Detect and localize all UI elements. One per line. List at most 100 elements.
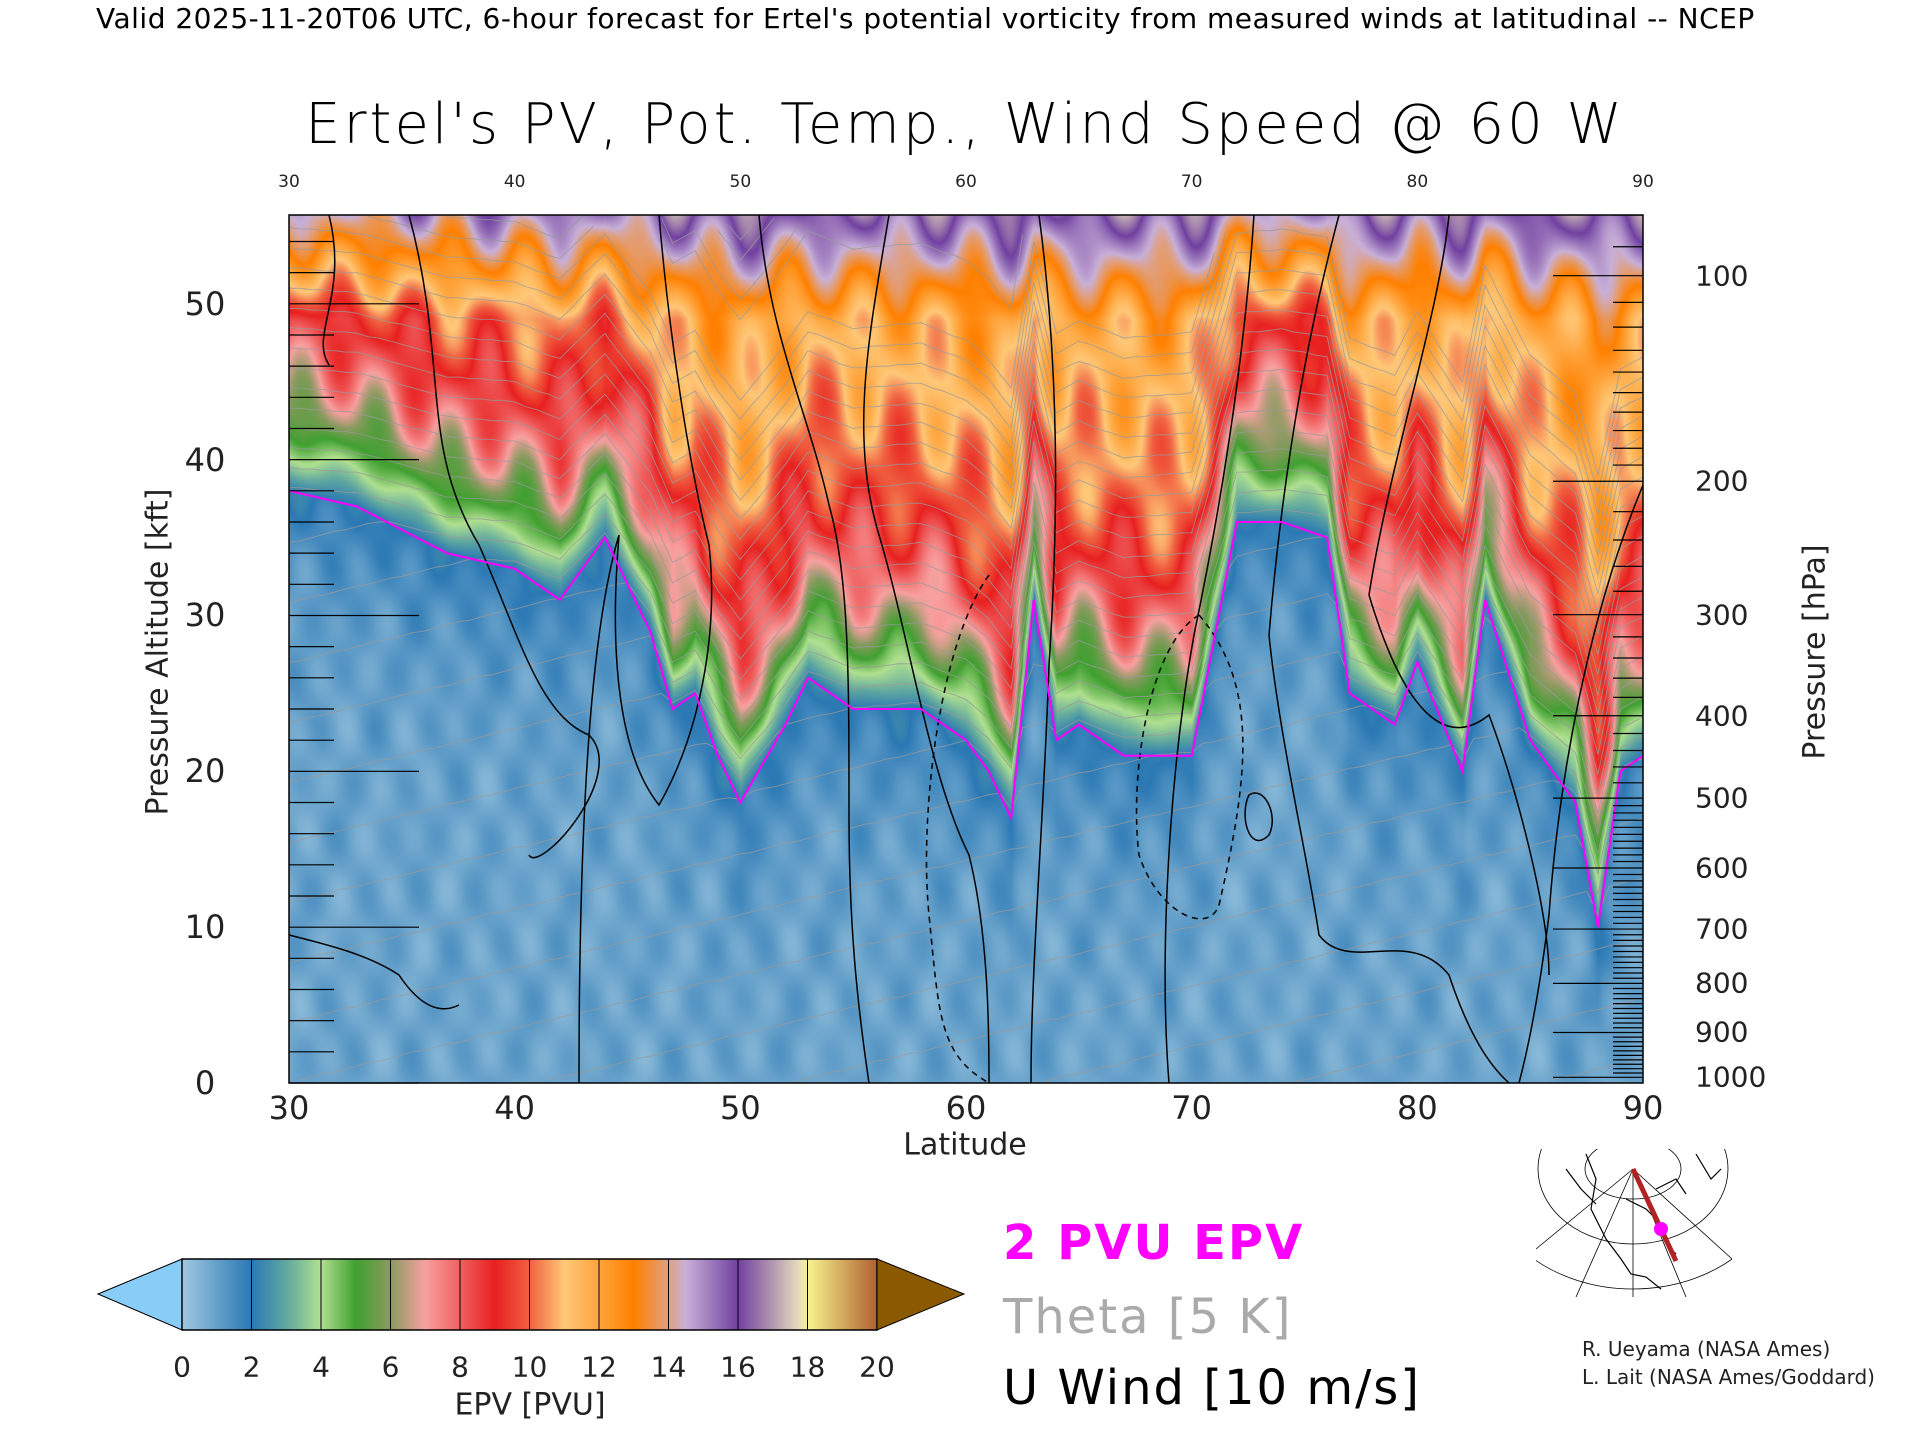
section-line xyxy=(1630,1167,1679,1263)
theta-contour xyxy=(288,289,1644,535)
x-top-tick-label: 40 xyxy=(503,172,526,192)
wind-contour xyxy=(322,214,600,859)
pressure-tick-label: 700 xyxy=(1695,912,1749,946)
location-marker xyxy=(1654,1222,1668,1236)
theta-contour xyxy=(289,228,1644,476)
theta-contour xyxy=(367,216,595,260)
pressure-tick-label: 1000 xyxy=(1695,1060,1767,1094)
wind-contour-negative xyxy=(925,574,990,1084)
colorbar-tick-label: 0 xyxy=(173,1350,191,1384)
credit-line-1: R. Ueyama (NASA Ames) xyxy=(1582,1337,1831,1361)
theta-contour xyxy=(728,225,752,241)
pressure-tick-label: 400 xyxy=(1695,699,1749,733)
theta-contour xyxy=(660,217,798,300)
theta-contour xyxy=(289,248,1644,495)
right-ticks xyxy=(1553,214,1643,1078)
x-top-tick-label: 50 xyxy=(729,172,752,192)
theta-contour xyxy=(288,616,1644,903)
theta-contour xyxy=(289,252,1226,441)
colorbar-tick-label: 10 xyxy=(511,1350,548,1384)
legend-pv2: 2 PVU EPV xyxy=(1003,1215,1305,1271)
theta-contour xyxy=(289,348,1644,594)
theta-contour xyxy=(288,268,1644,515)
theta-contour xyxy=(717,217,775,262)
x-tick-label: 90 xyxy=(1622,1089,1664,1127)
colorbar-over-arrow xyxy=(876,1258,966,1331)
theta-contours xyxy=(288,216,1644,1082)
x-tick-label: 70 xyxy=(1171,1089,1213,1127)
pressure-tick-label: 900 xyxy=(1695,1015,1749,1049)
theta-contour xyxy=(288,671,1644,964)
wind-contour xyxy=(758,214,870,1084)
wind-contour xyxy=(1268,214,1510,1084)
theta-contour xyxy=(288,409,1644,655)
x-top-tick-label: 60 xyxy=(955,172,977,192)
x-top-tick-label: 70 xyxy=(1180,172,1203,192)
colorbar-tick-label: 14 xyxy=(650,1350,687,1384)
left-ticks xyxy=(289,240,419,1084)
theta-contour xyxy=(288,389,1644,635)
wind-contour xyxy=(578,214,713,1084)
x-tick-label: 60 xyxy=(945,1089,987,1127)
contour-overlay xyxy=(288,214,1644,1084)
x-top-tick-label: 30 xyxy=(278,172,300,192)
theta-contour xyxy=(288,727,1644,1023)
theta-contour xyxy=(288,468,1644,714)
colorbar-tick-label: 6 xyxy=(381,1350,400,1384)
theta-contour xyxy=(660,229,1023,321)
x-tick-label: 80 xyxy=(1396,1089,1438,1127)
chart-title: Ertel's PV, Pot. Temp., Wind Speed @ 60 … xyxy=(305,92,1625,157)
colorbar-label: EPV [PVU] xyxy=(454,1387,606,1423)
theta-contour xyxy=(288,233,1226,420)
credit-line-2: L. Lait (NASA Ames/Goddard) xyxy=(1582,1365,1875,1389)
wind-contour xyxy=(1030,214,1057,1084)
theta-contour xyxy=(289,429,1644,675)
plot-area xyxy=(288,214,1644,1084)
colorbar-body xyxy=(181,1258,878,1331)
theta-contour xyxy=(1293,998,1644,1082)
theta-contour xyxy=(288,309,1644,555)
wind-contour xyxy=(1368,214,1550,976)
pv2-contour xyxy=(288,489,1644,928)
theta-contour xyxy=(288,227,1215,402)
theta-contour xyxy=(289,328,1644,576)
theta-contour xyxy=(288,509,1644,755)
pressure-tick-label: 800 xyxy=(1695,966,1749,1000)
theta-contour xyxy=(796,878,1644,1082)
top-caption: Valid 2025-11-20T06 UTC, 6-hour forecast… xyxy=(96,2,1755,35)
theta-contour xyxy=(672,216,685,224)
wind-contour-negative xyxy=(1135,614,1244,920)
colorbar-tick-label: 20 xyxy=(859,1350,895,1384)
theta-contour xyxy=(446,216,583,239)
colorbar-tick-label: 16 xyxy=(720,1350,756,1384)
plot-frame xyxy=(288,214,1644,1084)
y-tick-label: 0 xyxy=(194,1064,216,1102)
y-axis-label: Pressure Altitude [kft] xyxy=(140,488,176,816)
y-tick-label: 50 xyxy=(184,284,226,323)
theta-contour xyxy=(288,582,1644,844)
y-tick-label: 40 xyxy=(184,440,226,479)
wind-contour xyxy=(1518,484,1644,1084)
x-tick-label: 30 xyxy=(268,1089,310,1127)
colorbar-tick-label: 8 xyxy=(451,1350,469,1384)
theta-contour xyxy=(288,488,1644,735)
theta-contour xyxy=(288,448,1644,696)
x-top-tick-label: 80 xyxy=(1406,172,1429,192)
pressure-tick-label: 200 xyxy=(1695,464,1749,498)
colorbar-under-arrow xyxy=(96,1258,183,1331)
wind-contours xyxy=(288,214,1644,1084)
colorbar-tick-label: 4 xyxy=(312,1350,330,1384)
pressure-tick-label: 600 xyxy=(1695,851,1749,885)
wind-contour xyxy=(1164,214,1255,1084)
theta-contour xyxy=(1552,1057,1644,1081)
legend-wind: U Wind [10 m/s] xyxy=(1003,1360,1422,1416)
y-tick-label: 30 xyxy=(184,596,226,635)
x-top-tick-label: 90 xyxy=(1632,172,1654,192)
colorbar-tick-label: 2 xyxy=(242,1350,261,1384)
legend-theta: Theta [5 K] xyxy=(1003,1289,1293,1345)
theta-contour xyxy=(300,758,1644,1081)
x-tick-label: 40 xyxy=(494,1089,536,1127)
y-tick-label: 10 xyxy=(184,908,226,947)
wind-contour xyxy=(288,934,460,1010)
pressure-tick-label: 100 xyxy=(1695,259,1749,293)
